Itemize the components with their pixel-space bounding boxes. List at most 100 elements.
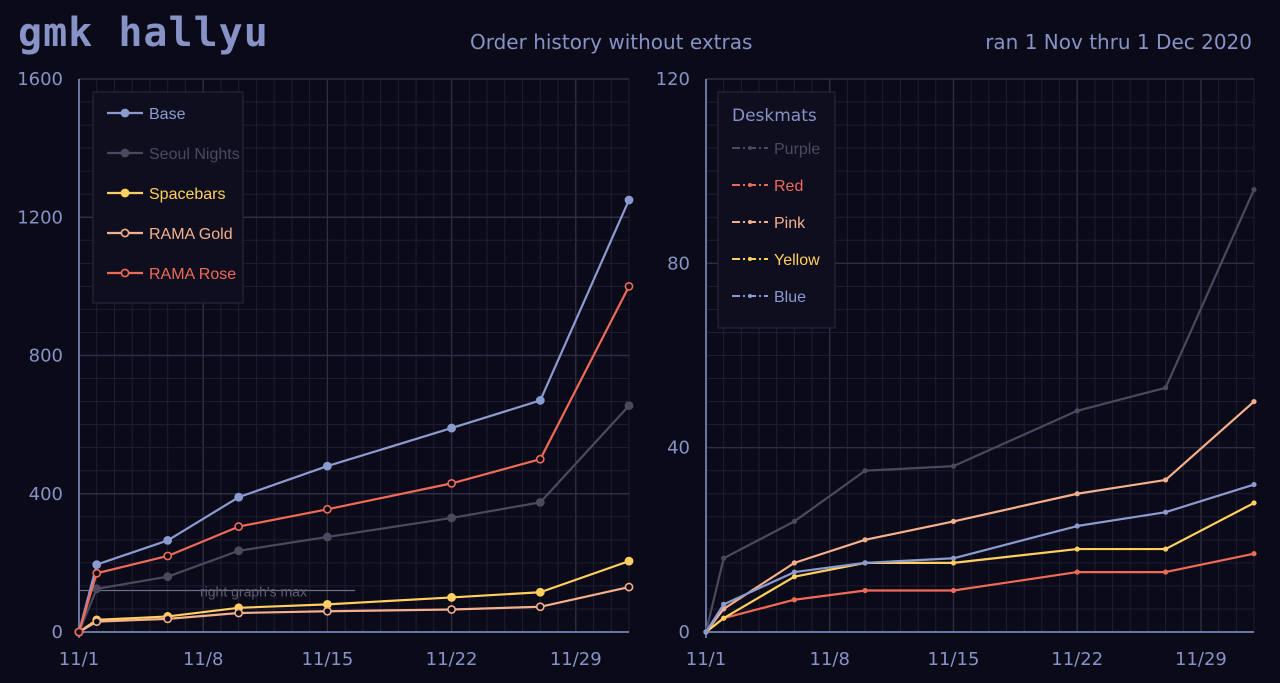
data-point [322,461,332,471]
legend-label: Blue [774,289,806,306]
series-line [78,560,630,633]
right-max-annotation: right graph's max [200,584,307,600]
data-point [234,546,244,556]
data-point [234,492,244,502]
data-point [1251,481,1257,488]
data-point [535,602,545,612]
data-point [322,606,332,616]
data-point [92,617,102,627]
right-x-tick-label: 11/22 [1051,649,1103,670]
data-point [163,536,173,545]
data-point [950,463,957,469]
data-point [447,513,456,523]
legend-title: Deskmats [732,106,817,126]
legend-marker [120,268,130,278]
left-x-tick-label: 11/1 [59,649,99,670]
data-point [862,560,868,566]
series-line [77,199,631,633]
right-y-tick-label: 80 [667,253,690,274]
data-point [791,560,797,566]
data-point [1074,523,1080,529]
left-y-tick-label: 0 [52,622,63,643]
data-point [1074,569,1080,575]
data-point [791,597,797,603]
left-y-tick-label: 1600 [17,69,63,90]
data-point [791,518,797,525]
data-point [92,568,102,578]
data-point [1074,546,1080,552]
left-x-tick-label: 11/15 [301,649,353,670]
legend-label: Red [774,178,803,195]
data-point [791,574,797,580]
data-point [322,504,332,514]
left-legend: Base Seoul Nights Spacebars RAMA Gold RAMA R… [92,91,244,304]
left-series-rama-rose [74,281,634,637]
data-point [1163,546,1169,552]
right-x-tick-label: 11/1 [686,649,726,670]
legend-box [717,91,836,329]
legend-marker [748,257,752,261]
right-x-tick-label: 11/29 [1175,649,1227,670]
data-point [535,454,545,464]
legend-label: RAMA Rose [149,266,236,283]
legend-marker [120,188,130,198]
data-point [163,572,173,582]
data-point [1163,509,1169,515]
data-point [535,497,545,507]
series-line [705,501,1255,633]
series-line [705,400,1255,633]
left-y-tick-label: 800 [29,346,63,367]
data-point [862,468,868,474]
data-point [447,593,456,602]
right-y-tick-label: 0 [679,622,690,643]
data-point [535,587,545,597]
data-point [950,560,957,566]
data-point [447,423,456,433]
data-point [1163,569,1169,575]
data-point [703,629,709,635]
series-line [78,585,630,633]
legend-label: RAMA Gold [149,226,233,243]
legend-label: Base [149,106,186,123]
data-point [950,587,957,594]
data-point [163,551,173,561]
data-point [1251,187,1257,193]
data-point [862,537,868,543]
left-series-seoul-nights [74,401,634,637]
data-point [721,555,727,561]
right-y-tick-label: 120 [656,69,690,90]
left-y-tick-label: 400 [29,484,63,505]
legend-marker [120,228,130,238]
data-point [624,195,634,205]
data-point [721,615,727,621]
data-point [1251,398,1257,405]
data-point [862,587,868,594]
chart-subtitle: Order history without extras [470,30,753,54]
legend-label: Pink [774,215,806,232]
data-point [447,605,456,614]
data-point [624,582,634,592]
series-line [77,285,630,633]
data-point [163,614,173,624]
data-point [1251,500,1257,506]
series-line [705,552,1255,633]
legend-label: Seoul Nights [149,146,240,163]
data-point [1074,408,1080,414]
series-line [705,483,1255,633]
data-point [535,396,545,405]
data-point [624,401,634,411]
legend-marker [748,220,752,224]
date-range: ran 1 Nov thru 1 Dec 2020 [985,30,1252,54]
left-x-tick-label: 11/8 [183,649,223,670]
data-point [322,532,332,542]
legend-marker [120,108,130,118]
right-series-blue [703,481,1257,635]
legend-box [92,91,244,304]
left-x-tick-label: 11/29 [550,649,602,670]
data-point [447,478,456,488]
data-point [1163,385,1169,391]
data-point [950,555,957,561]
